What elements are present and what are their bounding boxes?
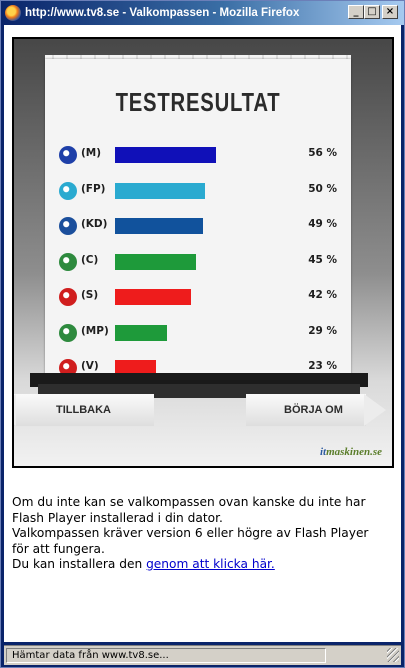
arrow-right-icon (364, 394, 386, 426)
result-bar (115, 289, 191, 305)
flash-movie[interactable]: TESTRESULTAT (M) 56 % (FP) 50 % (KD) 49 % (C) 4… (12, 37, 394, 468)
result-bar (115, 324, 168, 341)
result-percentage: 49 % (308, 218, 337, 230)
party-label: (S) (81, 289, 99, 301)
result-title: TESTRESULTAT (115, 87, 281, 117)
party-label: (M) (81, 147, 102, 159)
result-row: (V) 23 % (45, 356, 351, 380)
result-percentage: 42 % (308, 289, 337, 301)
result-bar (115, 218, 204, 234)
result-row: (FP) 50 % (45, 179, 351, 203)
result-percentage: 45 % (308, 253, 337, 266)
itmaskinen-logo[interactable]: itmaskinen.se (320, 446, 382, 458)
back-label: TILLBAKA (56, 404, 111, 416)
page-content: TESTRESULTAT (M) 56 % (FP) 50 % (KD) 49 % (C) 4… (4, 25, 401, 642)
window-title: http://www.tv8.se - Valkompassen - Mozil… (25, 7, 300, 19)
moderaterna-icon (59, 146, 77, 164)
firefox-icon (5, 5, 21, 21)
status-bar: Hämtar data från www.tv8.se... (4, 645, 401, 665)
result-row: (M) 56 % (45, 143, 351, 167)
party-label: (FP) (81, 182, 106, 195)
flash-notice: Om du inte kan se valkompassen ovan kans… (12, 495, 397, 573)
centerpartiet-icon (59, 252, 77, 271)
back-button[interactable]: TILLBAKA (14, 394, 154, 426)
notice-line-2: Flash Player installerad i din dator. (12, 510, 223, 525)
result-card: TESTRESULTAT (M) 56 % (FP) 50 % (KD) 49 % (C) 4… (45, 59, 351, 379)
notice-prefix: Du kan installera den (12, 557, 147, 571)
party-label: (KD) (81, 218, 108, 230)
party-label: (C) (81, 253, 99, 266)
result-row: (C) 45 % (45, 250, 351, 274)
result-percentage: 50 % (308, 182, 337, 195)
result-bar (115, 147, 216, 163)
notice-line-4: för att fungera. (12, 541, 105, 556)
install-flash-link[interactable]: genom att klicka här. (146, 557, 275, 571)
arrow-left-icon (14, 394, 16, 426)
restart-label: BÖRJA OM (284, 404, 343, 416)
status-text: Hämtar data från www.tv8.se... (6, 648, 326, 663)
close-button[interactable]: × (382, 5, 398, 19)
result-bar (115, 182, 205, 199)
miljopartiet-icon (59, 323, 77, 342)
minimize-button[interactable]: _ (348, 5, 364, 19)
maximize-button[interactable]: □ (364, 5, 380, 19)
notice-line-1: Om du inte kan se valkompassen ovan kans… (12, 495, 366, 509)
kristdemokraterna-icon (59, 217, 77, 235)
result-bar (115, 360, 157, 376)
folkpartiet-icon (59, 181, 77, 200)
notice-line-3: Valkompassen kräver version 6 eller högr… (12, 526, 369, 540)
card-shelf (30, 373, 368, 387)
result-percentage: 23 % (308, 360, 337, 372)
resize-grip[interactable] (387, 648, 399, 662)
result-bar (115, 253, 196, 270)
result-percentage: 29 % (308, 324, 337, 337)
flash-stage: TESTRESULTAT (M) 56 % (FP) 50 % (KD) 49 % (C) 4… (14, 39, 392, 466)
result-row: (S) 42 % (45, 285, 351, 309)
restart-button[interactable]: BÖRJA OM (246, 394, 386, 426)
brand-rest: maskinen.se (326, 446, 382, 458)
vansterpartiet-icon (59, 359, 77, 377)
party-label: (MP) (81, 324, 109, 337)
party-label: (V) (81, 360, 99, 372)
result-row: (MP) 29 % (45, 321, 351, 345)
title-bar[interactable]: http://www.tv8.se - Valkompassen - Mozil… (1, 1, 404, 25)
socialdemokraterna-icon (59, 288, 77, 306)
result-row: (KD) 49 % (45, 214, 351, 238)
brand-it: it (319, 446, 327, 458)
notice-line-5: Du kan installera den genom att klicka h… (12, 557, 397, 573)
result-percentage: 56 % (308, 147, 337, 159)
